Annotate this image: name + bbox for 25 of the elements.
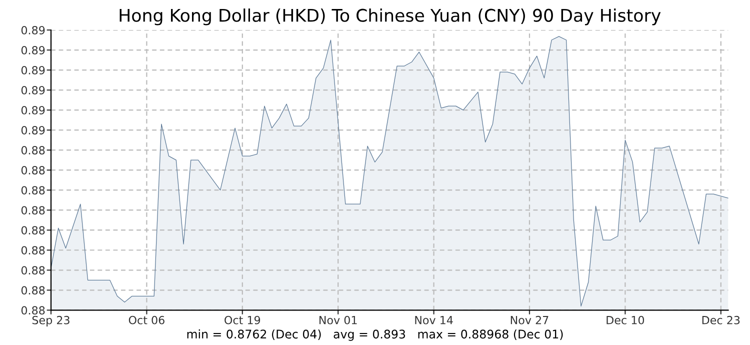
y-tick-label: 0.88 <box>21 266 45 275</box>
x-tick-label: Sep 23 <box>32 316 70 326</box>
chart-title: Hong Kong Dollar (HKD) To Chinese Yuan (CNY) 90 Day History <box>120 8 661 26</box>
y-tick-label: 0.89 <box>21 26 45 34</box>
x-tick-label: Oct 06 <box>128 316 164 324</box>
text: min = 0.8762 (Dec 04) avg = 0.893 max = 0.88968 (Dec 01) <box>187 329 563 341</box>
y-tick-label: 0.88 <box>21 286 45 295</box>
y-tick-label: 0.88 <box>21 306 45 315</box>
x-tick-label: Nov 27 <box>510 316 548 324</box>
y-tick-label: 0.89 <box>21 126 45 134</box>
x-tick-label: Dec 23 <box>702 316 740 324</box>
x-tick-label: Dec 10 <box>606 316 644 324</box>
y-tick-label: 0.89 <box>21 46 45 54</box>
y-tick-label: 0.88 <box>21 246 45 255</box>
y-tick-label: 0.88 <box>21 226 45 234</box>
y-tick-label: 0.88 <box>21 206 45 214</box>
y-tick-label: 0.88 <box>21 186 45 194</box>
y-tick-label: 0.89 <box>21 106 45 114</box>
x-tick-label: Nov 01 <box>320 316 357 324</box>
x-tick-label: Nov 14 <box>415 316 453 324</box>
x-tick-label: Oct 19 <box>224 316 260 324</box>
y-tick-label: 0.89 <box>21 86 45 94</box>
y-tick-label: 0.88 <box>21 166 45 174</box>
y-tick-label: 0.88 <box>21 146 45 154</box>
y-tick-label: 0.89 <box>21 66 45 74</box>
